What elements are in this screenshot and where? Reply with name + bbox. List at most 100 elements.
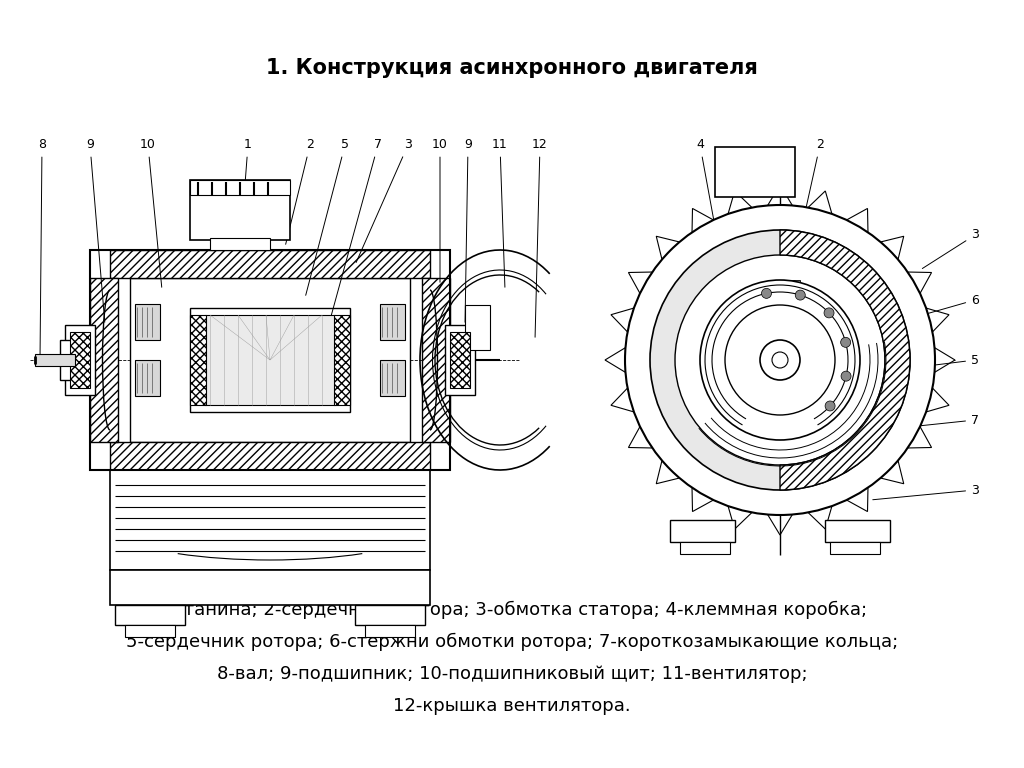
Bar [445, 325, 475, 395]
Bar [210, 238, 270, 250]
Bar [110, 250, 430, 278]
Text: 12: 12 [532, 138, 548, 337]
Polygon shape [692, 488, 714, 511]
Text: 3: 3 [872, 484, 979, 500]
Polygon shape [692, 208, 714, 233]
Bar [810, 300, 830, 320]
Text: 1: 1 [241, 138, 252, 247]
Text: 4: 4 [696, 138, 722, 262]
Circle shape [762, 288, 771, 298]
Text: 7: 7 [883, 413, 979, 430]
Polygon shape [808, 506, 831, 529]
Text: 5: 5 [898, 353, 979, 369]
Bar [125, 625, 175, 637]
Text: 9: 9 [464, 138, 472, 323]
Bar [205, 315, 335, 405]
Text: 1. Конструкция асинхронного двигателя: 1. Конструкция асинхронного двигателя [266, 58, 758, 78]
Bar [810, 375, 830, 395]
Bar [380, 304, 406, 340]
Circle shape [760, 340, 800, 380]
Text: 2: 2 [286, 138, 314, 244]
Text: 3: 3 [923, 229, 979, 269]
Polygon shape [728, 191, 752, 214]
Bar [90, 250, 450, 470]
Bar [110, 570, 430, 605]
Polygon shape [768, 185, 793, 206]
Bar [190, 180, 290, 195]
Bar [35, 354, 75, 366]
Circle shape [824, 308, 834, 318]
Bar [670, 520, 735, 542]
Bar [110, 470, 430, 570]
Bar [780, 395, 800, 415]
Bar [130, 278, 410, 442]
Text: 11: 11 [493, 138, 508, 287]
Polygon shape [881, 237, 904, 260]
Text: 12-крышка вентилятора.: 12-крышка вентилятора. [393, 697, 631, 715]
Text: 10: 10 [140, 138, 162, 287]
Bar [60, 340, 72, 380]
Text: 8: 8 [38, 138, 46, 357]
Circle shape [796, 290, 805, 300]
Polygon shape [629, 272, 652, 293]
Wedge shape [780, 230, 910, 490]
Bar [70, 332, 90, 388]
Bar [450, 332, 470, 388]
Polygon shape [768, 515, 793, 535]
Polygon shape [907, 272, 932, 293]
Bar [750, 290, 770, 310]
Circle shape [675, 255, 885, 465]
Polygon shape [605, 348, 626, 372]
Polygon shape [847, 488, 868, 511]
Text: 10: 10 [432, 138, 447, 282]
Bar [110, 442, 430, 470]
Bar [780, 280, 800, 300]
Text: 3: 3 [356, 138, 412, 263]
Polygon shape [847, 208, 868, 233]
Text: 8-вал; 9-подшипник; 10-подшипниковый щит; 11-вентилятор;: 8-вал; 9-подшипник; 10-подшипниковый щит… [217, 665, 807, 683]
Circle shape [841, 337, 851, 347]
Bar [135, 304, 160, 340]
Circle shape [841, 371, 851, 381]
Bar [380, 360, 406, 396]
Bar [190, 180, 290, 240]
Text: 6: 6 [907, 293, 979, 319]
Text: 1-станина; 2-сердечник статора; 3-обмотка статора; 4-клеммная коробка;: 1-станина; 2-сердечник статора; 3-обмотк… [157, 601, 867, 619]
Circle shape [772, 352, 788, 368]
Bar [465, 305, 490, 350]
Bar [680, 542, 730, 554]
Polygon shape [881, 461, 904, 484]
Polygon shape [656, 237, 680, 260]
Bar [825, 520, 890, 542]
Bar [365, 625, 415, 637]
Bar [355, 605, 425, 625]
Bar [334, 315, 350, 405]
Circle shape [650, 230, 910, 490]
Text: 9: 9 [86, 138, 104, 323]
Circle shape [700, 280, 860, 440]
Bar [90, 278, 118, 442]
Polygon shape [935, 348, 955, 372]
Circle shape [625, 205, 935, 515]
Text: 2: 2 [801, 138, 824, 232]
Bar [190, 308, 350, 412]
Polygon shape [656, 461, 680, 484]
Bar [830, 542, 880, 554]
Bar [115, 605, 185, 625]
Text: 5: 5 [306, 138, 349, 296]
Circle shape [825, 401, 836, 411]
Polygon shape [611, 308, 634, 332]
Text: 7: 7 [331, 138, 382, 317]
Text: 5-сердечник ротора; 6-стержни обмотки ротора; 7-короткозамыкающие кольца;: 5-сердечник ротора; 6-стержни обмотки ро… [126, 633, 898, 651]
Bar [65, 325, 95, 395]
Polygon shape [611, 388, 634, 412]
Bar [135, 360, 160, 396]
Bar [422, 278, 450, 442]
Polygon shape [808, 191, 831, 214]
Polygon shape [926, 308, 949, 332]
Polygon shape [629, 426, 652, 448]
Bar [715, 147, 795, 197]
Polygon shape [728, 506, 752, 529]
Bar [820, 335, 840, 355]
Bar [190, 315, 206, 405]
